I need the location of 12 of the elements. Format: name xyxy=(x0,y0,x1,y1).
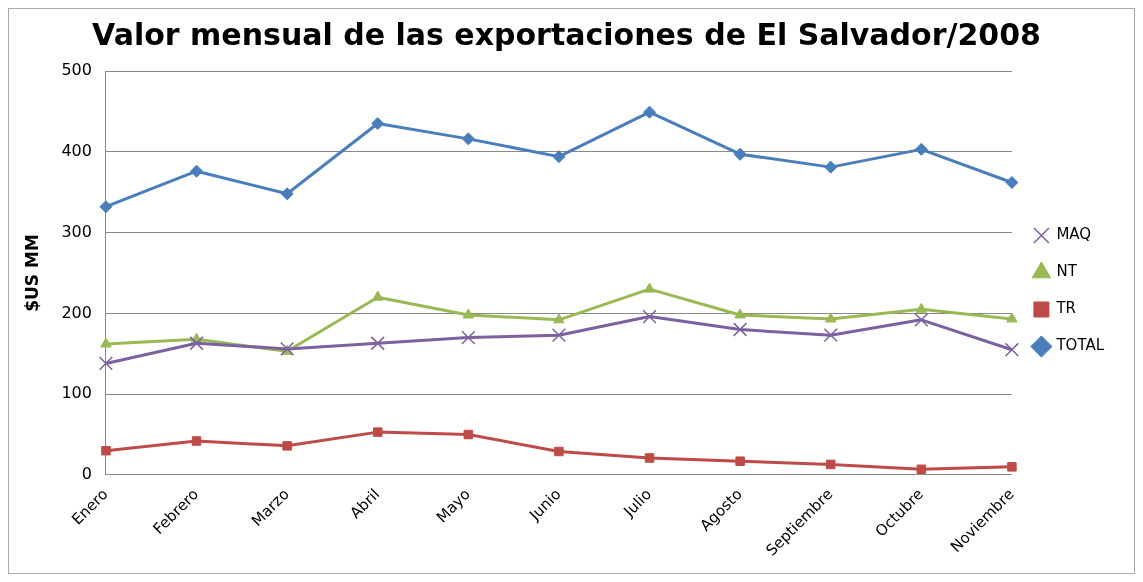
y-tick-label: 0 xyxy=(81,464,92,484)
y-tick-label: 100 xyxy=(61,383,92,403)
legend-label: NT xyxy=(1056,262,1078,281)
y-axis-title: $US MM xyxy=(21,234,42,312)
y-tick-label: 500 xyxy=(61,60,92,80)
legend-label: TOTAL xyxy=(1055,336,1105,355)
chart-title: Valor mensual de las exportaciones de El Salvador/2008 xyxy=(92,16,1041,52)
y-tick-label: 400 xyxy=(61,140,92,160)
y-tick-label: 200 xyxy=(61,302,92,322)
y-tick-label: 300 xyxy=(61,221,92,241)
legend-label: MAQ xyxy=(1056,225,1092,244)
legend-label: TR xyxy=(1055,299,1077,318)
